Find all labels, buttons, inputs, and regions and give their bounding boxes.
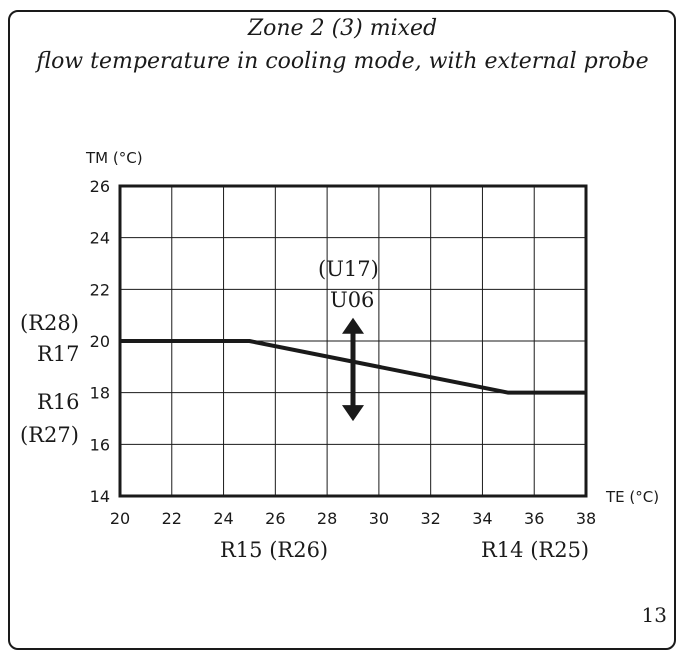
tick-labels: 20 22 24 26 28 30 32 34 36 38 14 16 18 20 22 24 26	[90, 177, 597, 528]
y-tick-label: 18	[90, 384, 110, 403]
series-group	[120, 339, 586, 395]
chart-title-line-1: Zone 2 (3) mixed	[247, 16, 438, 41]
x-tick-label: 22	[162, 509, 182, 528]
left-upper-label-2: R17	[37, 342, 80, 366]
y-tick-label: 22	[90, 280, 110, 299]
x-tick-label: 32	[420, 509, 440, 528]
y-tick-label: 20	[90, 332, 110, 351]
arrow-label-bottom: U06	[330, 288, 375, 312]
arrow-group	[342, 317, 364, 422]
x-tick-label: 38	[576, 509, 596, 528]
arrow-head-down	[342, 405, 364, 422]
x-tick-label: 24	[213, 509, 233, 528]
arrow-label-top: (U17)	[318, 257, 379, 281]
y-axis-label: TM (°C)	[85, 149, 143, 167]
y-tick-label: 16	[90, 435, 110, 454]
x-tick-label: 34	[472, 509, 492, 528]
bottom-right-label: R14 (R25)	[481, 538, 590, 562]
x-axis-label: TE (°C)	[605, 488, 659, 506]
series-line	[120, 339, 586, 395]
y-tick-label: 26	[90, 177, 110, 196]
page-number: 13	[641, 603, 667, 627]
y-tick-label: 24	[90, 229, 110, 248]
arrow-head-up	[342, 317, 364, 334]
x-tick-label: 36	[524, 509, 544, 528]
left-upper-label-1: (R28)	[20, 311, 79, 335]
x-tick-label: 20	[110, 509, 130, 528]
y-tick-label: 14	[90, 487, 110, 506]
left-lower-label-2: (R27)	[20, 423, 79, 447]
chart-title-line-2: flow temperature in cooling mode, with e…	[36, 49, 649, 74]
left-lower-label-1: R16	[37, 390, 80, 414]
x-tick-label: 30	[369, 509, 389, 528]
bottom-left-label: R15 (R26)	[220, 538, 329, 562]
chart-svg: 20 22 24 26 28 30 32 34 36 38 14 16 18 20 22 24 26 TM (°…	[85, 149, 659, 528]
x-tick-label: 26	[265, 509, 285, 528]
x-tick-label: 28	[317, 509, 337, 528]
